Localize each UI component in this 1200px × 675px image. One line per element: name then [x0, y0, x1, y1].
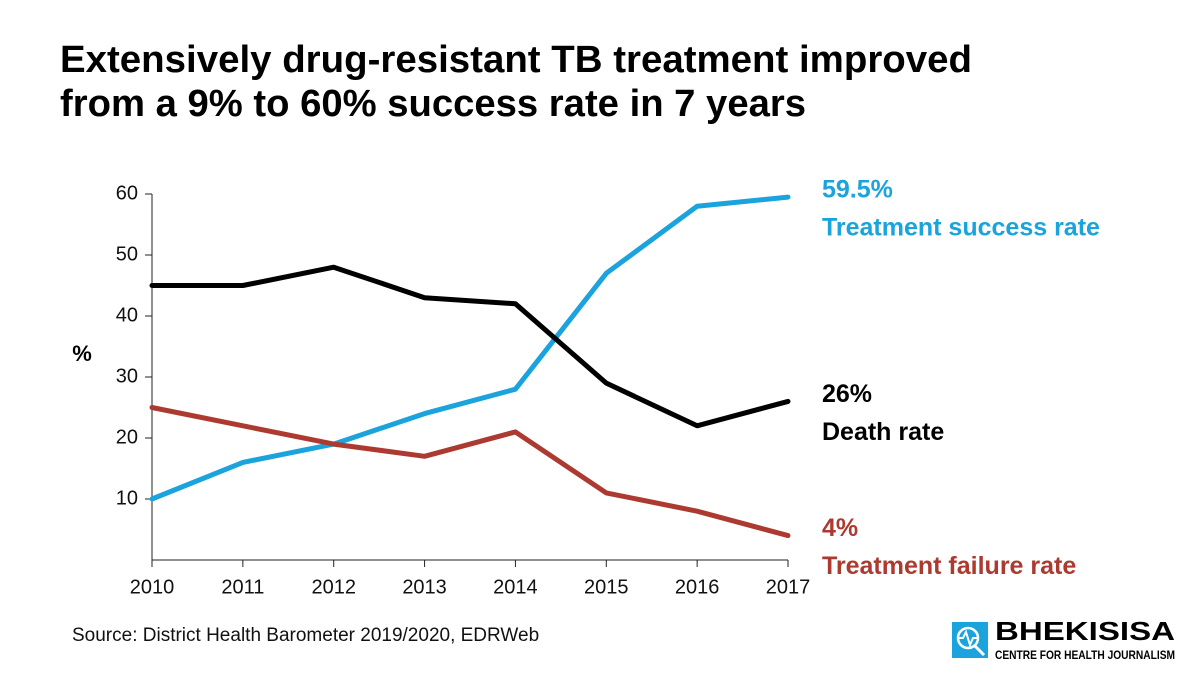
logo-name: BHEKISISA: [995, 616, 1175, 646]
x-tick-label: 2010: [130, 576, 175, 598]
y-tick-label: 40: [116, 304, 138, 326]
series-line: [149, 264, 791, 429]
end-label: 4%: [822, 514, 858, 542]
chart-title: from a 9% to 60% success rate in 7 years: [60, 83, 806, 125]
logo-icon: [973, 644, 986, 657]
y-tick-label: 60: [116, 182, 138, 204]
logo-tagline: CENTRE FOR HEALTH JOURNALISM: [995, 648, 1175, 662]
x-tick-label: 2016: [675, 576, 720, 598]
x-tick-label: 2015: [584, 576, 629, 598]
x-tick-label: 2017: [766, 576, 811, 598]
legend-label: Treatment success rate: [822, 214, 1100, 242]
x-tick-label: 2013: [402, 576, 447, 598]
y-tick-label: 10: [116, 487, 138, 509]
y-tick-label: 30: [116, 365, 138, 387]
logo: BHEKISISA CENTRE FOR HEALTH JOURNALISM: [952, 616, 1175, 662]
y-tick-label: 50: [116, 243, 138, 265]
end-label: 59.5%: [822, 176, 893, 204]
series-line: [149, 405, 791, 539]
source: Source: District Health Barometer 2019/2…: [72, 625, 539, 646]
legend-label: Treatment failure rate: [822, 552, 1076, 580]
logo-icon: [958, 629, 978, 648]
legend-label: Death rate: [822, 418, 944, 446]
series-line: [149, 194, 791, 502]
x-tick-label: 2011: [221, 576, 264, 598]
x-tick-label: 2014: [493, 576, 538, 598]
y-tick-label: 20: [116, 426, 138, 448]
y-axis-label: %: [72, 341, 92, 366]
chart-title: Extensively drug-resistant TB treatment …: [60, 39, 972, 81]
end-label: 26%: [822, 380, 872, 408]
x-tick-label: 2012: [311, 576, 356, 598]
